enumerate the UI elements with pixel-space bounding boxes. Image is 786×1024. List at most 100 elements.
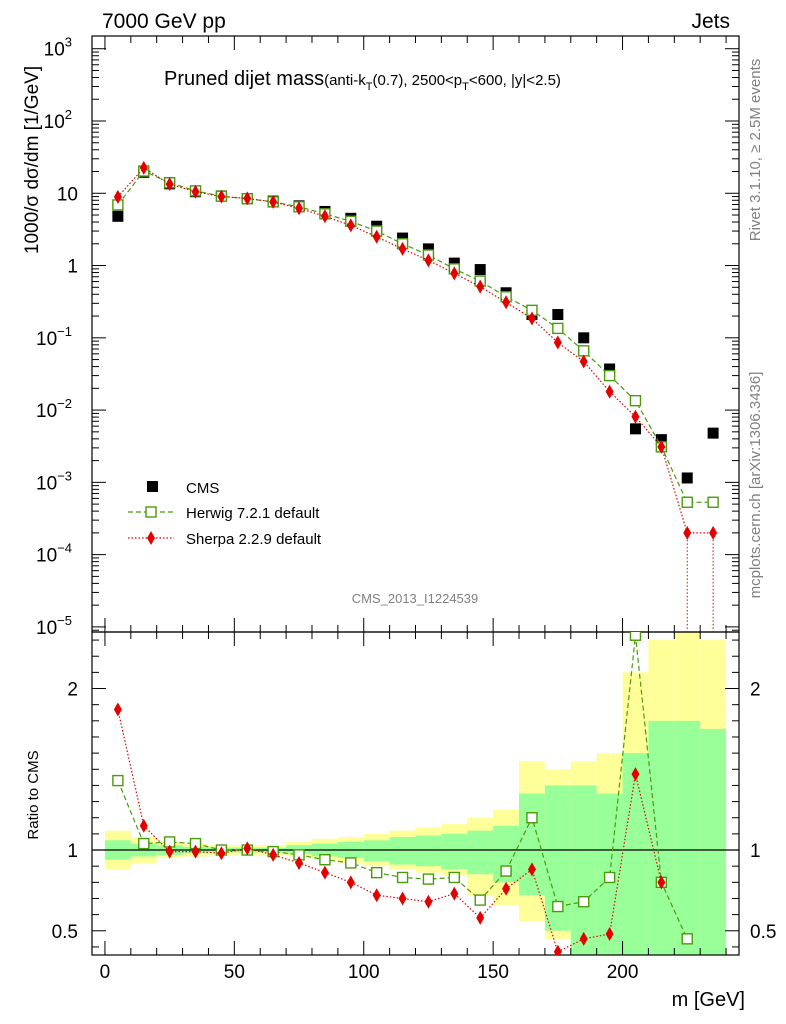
main-data-point [448,257,460,269]
band-inner-bin [622,753,649,955]
main-y-tick-label: 1 [67,257,78,278]
main-data-point [269,194,278,209]
ratio-data-point [320,865,329,880]
main-data-point [578,332,590,344]
main-data-point [422,243,434,255]
band-inner-bin [389,837,416,865]
analysis-id-label: CMS_2013_I1224539 [352,591,479,606]
main-y-tick-label: 10−2 [36,396,72,422]
main-data-point [603,369,616,382]
main-data-point [552,309,564,321]
main-data-point [397,232,409,244]
legend: CMS Herwig 7.2.1 default Sherpa 2.2.9 de… [128,480,322,548]
ratio-data-point [243,841,252,856]
main-data-point [476,279,485,294]
main-data-point [346,218,355,233]
ratio-data-point [579,931,588,946]
ratio-data-point [422,873,435,885]
main-series-line [117,170,714,503]
ratio-data-point [476,910,485,925]
ratio-uncertainty-bands [104,632,727,955]
header-energy-label: 7000 GeV pp [102,10,226,33]
legend-sherpa-label: Sherpa 2.2.9 default [186,531,322,548]
band-inner-bin [441,833,468,870]
main-data-point [655,434,667,446]
main-data-point [424,253,433,268]
main-y-tick-label: 10−3 [36,468,72,494]
x-tick-label: 50 [224,962,245,983]
ratio-data-point [578,896,590,908]
legend-cms-marker [147,481,158,492]
ratio-series-line [117,709,662,953]
ratio-data-point [217,846,226,861]
ratio-data-point [502,881,511,896]
x-tick-label: 200 [607,962,639,983]
main-data-point [474,264,486,276]
main-data-point [320,209,329,224]
ratio-data-point [603,871,616,884]
main-data-point [605,384,614,399]
rivet-label: Rivet 3.1.10, ≥ 2.5M events [747,59,764,242]
main-data-point [553,335,562,350]
main-data-point [629,394,642,407]
ratio-data-point [500,865,512,877]
legend-cms-label: CMS [186,480,219,497]
ratio-y-tick-label-left: 2 [67,680,78,701]
ratio-data-point [138,837,150,850]
ratio-data-point [345,857,357,869]
ratio-data-point [448,871,461,884]
ratio-data-point [526,812,538,824]
main-data-point [629,423,641,435]
band-inner-bin [363,840,390,862]
band-inner-bin [570,785,597,955]
legend-sherpa-marker [147,531,155,545]
main-data-point [578,345,590,357]
main-y-tick-label: 102 [44,107,72,133]
main-y-tick-label: 10−4 [36,541,72,567]
main-data-point [527,311,536,326]
band-inner-bin [519,793,545,896]
main-data-point [295,201,304,216]
main-data-point [552,322,564,335]
main-data-point [243,191,252,206]
ratio-y-tick-label-left: 1 [67,841,78,862]
ratio-data-point [629,632,642,641]
ratio-data-point [191,844,200,859]
ratio-data-point [295,855,304,870]
main-data-point [450,266,459,281]
main-data-point [604,363,616,375]
ratio-data-point [372,888,381,903]
x-tick-label: 150 [477,962,509,983]
band-inner-bin [648,720,675,955]
main-data-point [502,295,511,310]
axis-ticks [92,36,739,955]
ratio-y-tick-label-right: 0.5 [750,922,776,943]
chart-title: Pruned dijet mass(anti-kT(0.7), 2500<pT<… [164,68,561,93]
legend-herwig-label: Herwig 7.2.1 default [186,505,320,522]
band-inner-bin [467,830,494,875]
ratio-data-point [396,871,409,884]
ratio-data-point [605,927,614,942]
ratio-y-tick-label-left: 0.5 [52,922,78,943]
header-jets-label: Jets [691,10,730,33]
ratio-data-point [398,891,407,906]
main-data-point [398,241,407,256]
ratio-data-point [553,944,562,955]
main-data-point [631,409,640,424]
ratio-data-point [269,847,278,862]
main-y-tick-label: 103 [44,35,72,61]
ratio-data-point [346,875,355,890]
ratio-data-point [370,866,383,879]
ratio-data-point [112,774,124,787]
ratio-data-point [681,933,693,945]
ratio-data-point [319,854,331,866]
ratio-data-point [113,702,122,717]
x-tick-label: 0 [100,962,111,983]
main-data-point [707,427,719,439]
ratio-data-point [552,900,564,913]
main-y-tick-label: 10−5 [36,613,72,639]
main-ylabel: 1000/σ dσ/dm [1/GeV] [22,66,43,254]
main-series-line [117,167,714,534]
